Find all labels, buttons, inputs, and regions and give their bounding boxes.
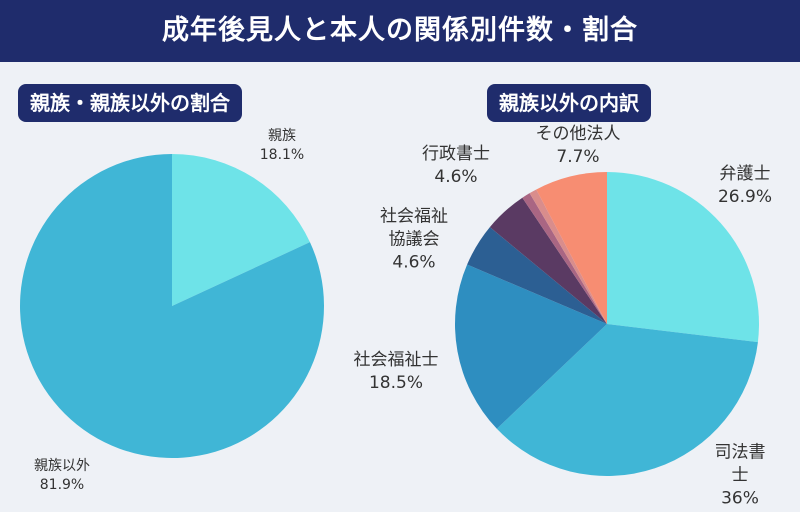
pie-slice bbox=[529, 189, 607, 324]
value-label: 4.6% bbox=[392, 252, 436, 273]
pie-title: 親族・親族以外の割合 bbox=[18, 84, 242, 122]
category: 親族以外 bbox=[34, 458, 90, 475]
value-label: 26.9% bbox=[717, 187, 773, 207]
pie-slice bbox=[522, 193, 607, 324]
slice-label: 社会福祉協議会 4.6% bbox=[377, 206, 451, 275]
value-label: 7.7% bbox=[556, 147, 600, 167]
slice-label: 弁護士 26.9% bbox=[718, 163, 772, 209]
value-label: 36% bbox=[721, 488, 759, 509]
pie-slice bbox=[454, 264, 607, 429]
category: 司法書士 bbox=[714, 442, 766, 486]
pie-slice bbox=[489, 197, 607, 324]
pie-slice bbox=[172, 154, 310, 306]
category: 弁護士 bbox=[719, 164, 771, 185]
pie-slice bbox=[19, 154, 324, 458]
pie-slice bbox=[496, 324, 758, 477]
pie-slice bbox=[467, 227, 607, 324]
value-label: 18.1% bbox=[259, 147, 305, 163]
category: 社会福祉士 bbox=[353, 350, 439, 371]
category: 社会福祉協議会 bbox=[380, 206, 448, 250]
pie-slice bbox=[607, 172, 760, 343]
slice-label: 親族 18.1% bbox=[260, 127, 304, 165]
title: 成年後見人と本人の関係別件数・割合 bbox=[0, 0, 800, 62]
slice-label: 社会福祉士 18.5% bbox=[354, 349, 439, 395]
value-label: 18.5% bbox=[368, 373, 423, 393]
category: その他法人 bbox=[535, 124, 621, 145]
value-label: 4.6% bbox=[434, 167, 478, 187]
pie-slice bbox=[536, 172, 607, 324]
value-label: 81.9% bbox=[39, 477, 85, 493]
category: 行政書士 bbox=[422, 144, 490, 165]
slice-label: その他法人 7.7% bbox=[536, 123, 621, 169]
pie-title: 親族以外の内訳 bbox=[487, 84, 651, 122]
slice-label: 親族以外 81.9% bbox=[34, 457, 90, 495]
category: 親族 bbox=[267, 128, 296, 145]
slice-label: 司法書士 36% bbox=[710, 442, 770, 511]
slice-label: 行政書士 4.6% bbox=[422, 143, 490, 189]
